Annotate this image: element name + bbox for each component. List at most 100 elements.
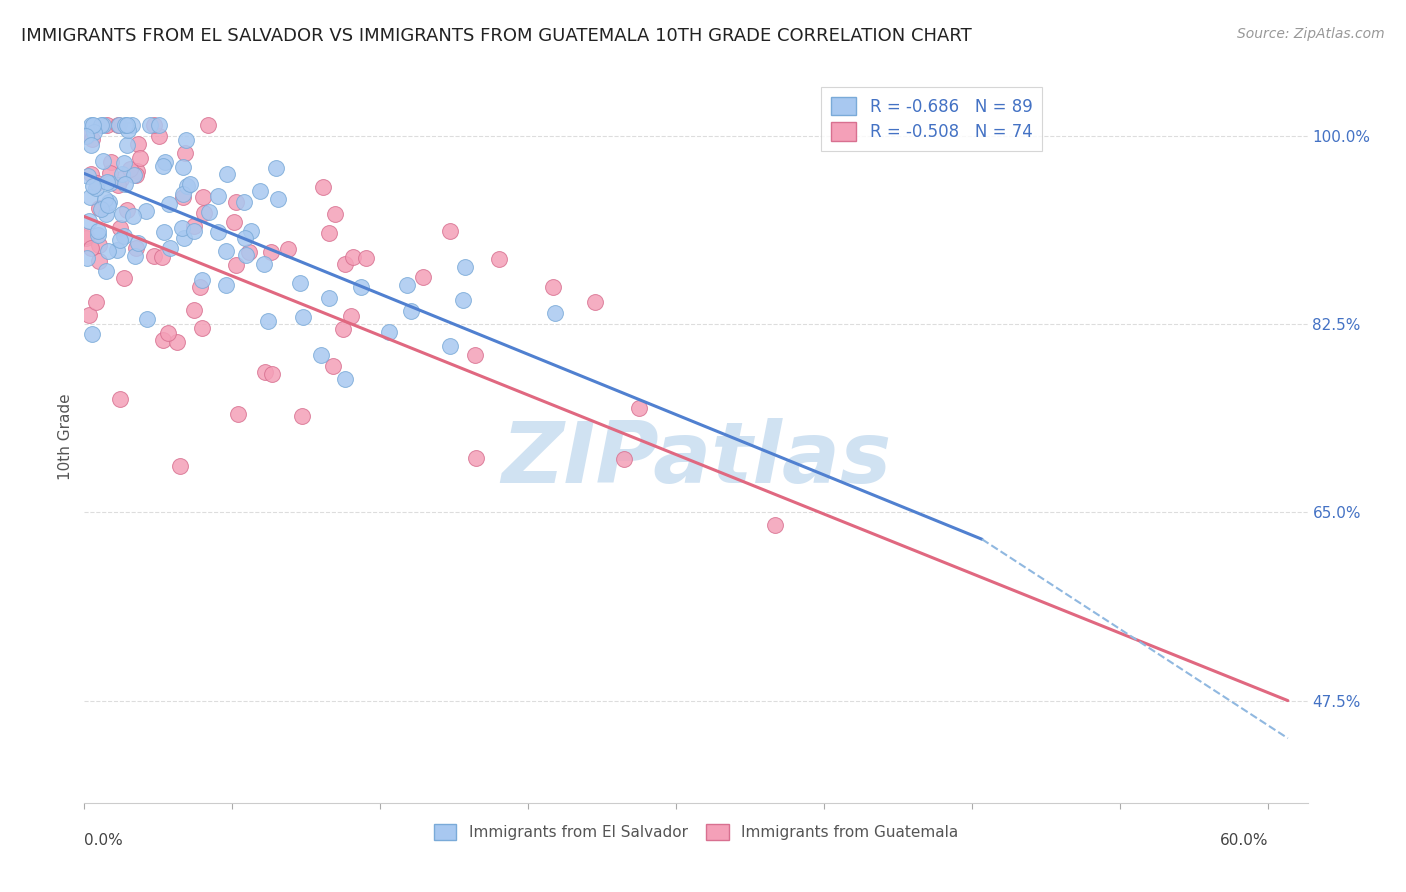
Point xyxy=(115,138,138,153)
Point xyxy=(583,295,606,310)
Point xyxy=(464,450,486,465)
Point xyxy=(543,306,565,320)
Point xyxy=(87,228,110,243)
Point xyxy=(240,224,263,238)
Point xyxy=(333,372,356,386)
Point xyxy=(217,167,239,181)
Point xyxy=(94,207,117,221)
Point xyxy=(198,204,221,219)
Point xyxy=(135,204,157,219)
Point xyxy=(80,118,103,132)
Point xyxy=(86,295,108,310)
Point xyxy=(143,249,166,263)
Point xyxy=(124,249,146,263)
Point xyxy=(89,238,111,252)
Point xyxy=(174,132,197,146)
Point xyxy=(87,254,110,268)
Y-axis label: 10th Grade: 10th Grade xyxy=(58,393,73,481)
Point xyxy=(112,156,135,170)
Text: Source: ZipAtlas.com: Source: ZipAtlas.com xyxy=(1237,27,1385,41)
Point xyxy=(207,189,229,203)
Point xyxy=(226,407,249,421)
Point xyxy=(93,192,115,206)
Point xyxy=(238,245,260,260)
Point xyxy=(453,293,475,307)
Point xyxy=(121,118,143,132)
Point xyxy=(97,244,120,259)
Point xyxy=(83,125,105,139)
Point xyxy=(193,206,215,220)
Point xyxy=(260,244,283,259)
Point xyxy=(399,304,422,318)
Point xyxy=(152,250,174,264)
Point xyxy=(225,258,247,272)
Point xyxy=(75,230,97,244)
Text: IMMIGRANTS FROM EL SALVADOR VS IMMIGRANTS FROM GUATEMALA 10TH GRADE CORRELATION : IMMIGRANTS FROM EL SALVADOR VS IMMIGRANT… xyxy=(21,27,972,45)
Point xyxy=(80,138,103,153)
Point xyxy=(291,409,314,423)
Point xyxy=(148,129,170,144)
Point xyxy=(763,517,786,532)
Point xyxy=(412,270,434,285)
Text: 0.0%: 0.0% xyxy=(84,833,124,848)
Point xyxy=(124,241,146,255)
Point xyxy=(136,311,159,326)
Point xyxy=(114,118,136,132)
Point xyxy=(91,154,114,169)
Point xyxy=(157,196,180,211)
Point xyxy=(97,194,120,209)
Point xyxy=(152,159,174,173)
Point xyxy=(170,221,193,235)
Point xyxy=(98,166,121,180)
Point xyxy=(332,322,354,336)
Point xyxy=(488,252,510,266)
Point xyxy=(235,248,257,262)
Point xyxy=(79,190,101,204)
Point xyxy=(215,278,238,293)
Point xyxy=(176,178,198,193)
Point xyxy=(309,348,332,362)
Point xyxy=(153,155,176,169)
Point xyxy=(79,214,101,228)
Point xyxy=(76,128,98,143)
Text: 60.0%: 60.0% xyxy=(1219,833,1268,848)
Point xyxy=(139,118,162,132)
Text: ZIPatlas: ZIPatlas xyxy=(501,417,891,500)
Point xyxy=(77,308,100,322)
Point xyxy=(107,118,129,132)
Point xyxy=(191,273,214,287)
Point xyxy=(159,240,181,254)
Point xyxy=(111,207,134,221)
Point xyxy=(183,219,205,233)
Point xyxy=(82,179,104,194)
Point xyxy=(322,359,344,373)
Point xyxy=(143,118,166,132)
Point xyxy=(224,215,246,229)
Point xyxy=(173,231,195,245)
Point xyxy=(80,326,103,341)
Point xyxy=(233,231,256,245)
Point xyxy=(124,168,146,182)
Legend: Immigrants from El Salvador, Immigrants from Guatemala: Immigrants from El Salvador, Immigrants … xyxy=(427,818,965,847)
Point xyxy=(115,118,138,132)
Point xyxy=(439,224,461,238)
Point xyxy=(96,118,118,132)
Point xyxy=(179,177,201,191)
Point xyxy=(350,279,373,293)
Point xyxy=(96,175,118,189)
Point xyxy=(267,192,290,206)
Point xyxy=(97,198,120,212)
Point xyxy=(166,334,188,349)
Point xyxy=(197,118,219,132)
Point xyxy=(87,224,110,238)
Point xyxy=(291,310,314,324)
Point xyxy=(172,190,194,204)
Point xyxy=(148,118,170,132)
Point xyxy=(377,325,399,339)
Point xyxy=(86,176,108,190)
Point xyxy=(152,333,174,347)
Point xyxy=(108,392,131,407)
Point xyxy=(340,310,363,324)
Point xyxy=(172,186,194,201)
Point xyxy=(107,118,129,132)
